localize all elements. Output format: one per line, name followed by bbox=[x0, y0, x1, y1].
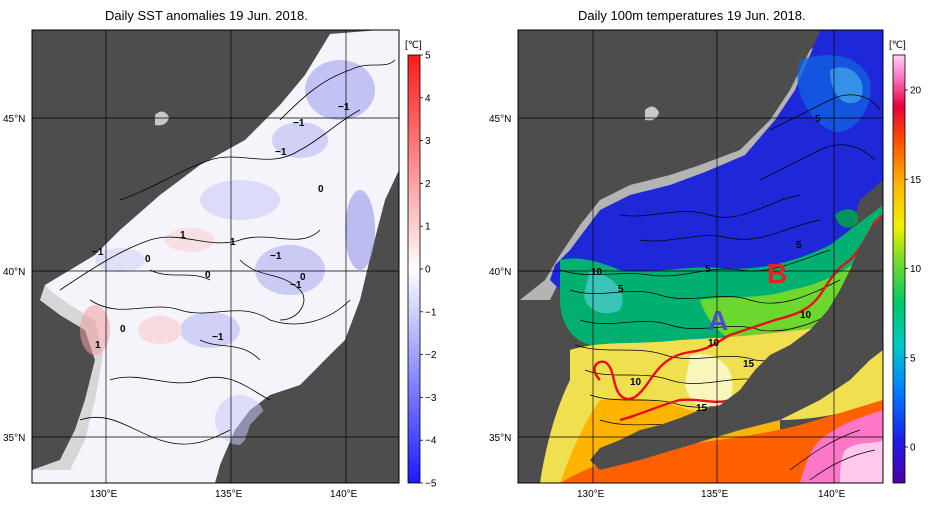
right-cold-water bbox=[550, 30, 883, 320]
right-japan-land bbox=[590, 215, 883, 470]
contour-label: 0 bbox=[120, 324, 126, 335]
colorbar-tick-label: 20 bbox=[910, 86, 922, 97]
colorbar-tick-label: −3 bbox=[425, 393, 437, 404]
contour-label: 10 bbox=[800, 310, 812, 321]
contour-label: 15 bbox=[696, 403, 708, 414]
contour-label: 10 bbox=[708, 338, 720, 349]
colorbar-tick-label: 15 bbox=[910, 175, 922, 186]
colorbar-tick-label: 1 bbox=[425, 222, 431, 233]
colorbar-tick-label: 2 bbox=[425, 179, 431, 190]
right-teal-patch bbox=[584, 270, 623, 314]
contour-label: −1 bbox=[275, 147, 287, 158]
contour-label: 1 bbox=[230, 237, 236, 248]
right-contours bbox=[559, 94, 881, 481]
lat-label: 45°N bbox=[3, 114, 25, 125]
lon-label: 135°E bbox=[701, 489, 729, 500]
colorbar-tick-label: −2 bbox=[425, 350, 437, 361]
contour-label: 10 bbox=[591, 267, 603, 278]
left-panel-title: Daily SST anomalies 19 Jun. 2018. bbox=[105, 8, 308, 23]
contour-label: 1 bbox=[180, 230, 186, 241]
right-colorbar: [℃] 20 15 10 5 0 bbox=[889, 40, 922, 484]
colorbar-anomaly bbox=[407, 54, 421, 484]
contour-label: 1 bbox=[95, 340, 101, 351]
left-axis: 45°N 40°N 35°N 130°E 135°E 140°E bbox=[3, 114, 358, 500]
left-gridlines bbox=[32, 30, 399, 483]
colorbar-temperature bbox=[892, 54, 906, 484]
contour-label: −1 bbox=[212, 332, 224, 343]
colorbar-unit: [℃] bbox=[405, 40, 422, 51]
lat-label: 40°N bbox=[3, 267, 25, 278]
left-colorbar: [℃] 5 4 3 2 1 0 −1 −2 −3 −4 −5 bbox=[405, 40, 437, 490]
colorbar-tick-label: 5 bbox=[425, 51, 431, 62]
left-contours bbox=[59, 59, 396, 451]
contour-label: −1 bbox=[293, 118, 305, 129]
contour-label: 5 bbox=[796, 240, 802, 251]
colorbar-tick-label: 5 bbox=[910, 353, 916, 364]
contour-label: 10 bbox=[630, 377, 642, 388]
right-pale-patch bbox=[685, 354, 733, 409]
lat-label: 35°N bbox=[3, 433, 25, 444]
left-island bbox=[155, 111, 169, 126]
right-red-orange-region bbox=[560, 400, 883, 483]
contour-label: 0 bbox=[145, 254, 151, 265]
marker-b: B bbox=[767, 258, 787, 289]
contour-label: −1 bbox=[290, 280, 302, 291]
right-map-frame bbox=[517, 29, 884, 484]
contour-label: −1 bbox=[270, 251, 282, 262]
colorbar-tick-label: −4 bbox=[425, 436, 437, 447]
right-sado-water bbox=[835, 209, 859, 228]
right-island bbox=[645, 106, 659, 121]
lat-label: 45°N bbox=[489, 114, 511, 125]
lon-label: 130°E bbox=[90, 489, 118, 500]
front-line bbox=[593, 214, 883, 401]
lon-label: 135°E bbox=[215, 489, 243, 500]
right-lightblue-patch bbox=[830, 67, 863, 104]
colorbar-unit: [℃] bbox=[889, 40, 906, 51]
lat-label: 35°N bbox=[489, 433, 511, 444]
colorbar-tick-label: 0 bbox=[425, 265, 431, 276]
contour-label: 5 bbox=[618, 284, 624, 295]
right-axis: 45°N 40°N 35°N 130°E 135°E 140°E bbox=[489, 114, 846, 500]
contour-label: −1 bbox=[338, 102, 350, 113]
colorbar-tick-label: −5 bbox=[425, 479, 437, 490]
left-contour-labels: −1 −1 0 1 −1 0 0 −1 1 −1 −1 0 −1 1 0 bbox=[92, 102, 350, 351]
colorbar-tick-label: 3 bbox=[425, 136, 431, 147]
contour-label: 0 bbox=[205, 270, 211, 281]
contour-label: −1 bbox=[92, 247, 104, 258]
contour-label: 0 bbox=[318, 184, 324, 195]
colorbar-tick-label: 4 bbox=[425, 93, 431, 104]
colorbar-tick-label: −1 bbox=[425, 307, 437, 318]
left-japan-land bbox=[225, 250, 399, 483]
left-coast-band bbox=[32, 285, 103, 470]
contour-label: 15 bbox=[743, 359, 755, 370]
right-map bbox=[518, 30, 883, 483]
contour-label: 0 bbox=[300, 272, 306, 283]
left-map-frame bbox=[31, 29, 400, 484]
contour-label: 5 bbox=[705, 264, 711, 275]
marker-a: A bbox=[708, 305, 728, 336]
lon-label: 140°E bbox=[818, 489, 846, 500]
left-map bbox=[32, 30, 399, 483]
lon-label: 130°E bbox=[577, 489, 605, 500]
colorbar-tick-label: 0 bbox=[910, 443, 916, 454]
contour-label: 5 bbox=[815, 114, 821, 125]
right-panel-title: Daily 100m temperatures 19 Jun. 2018. bbox=[578, 8, 806, 23]
lat-label: 40°N bbox=[489, 267, 511, 278]
right-gridlines bbox=[518, 30, 883, 483]
right-contour-labels: 5 10 5 5 5 10 10 15 10 15 bbox=[591, 114, 821, 414]
colorbar-tick-label: 10 bbox=[910, 264, 922, 275]
lon-label: 140°E bbox=[330, 489, 358, 500]
